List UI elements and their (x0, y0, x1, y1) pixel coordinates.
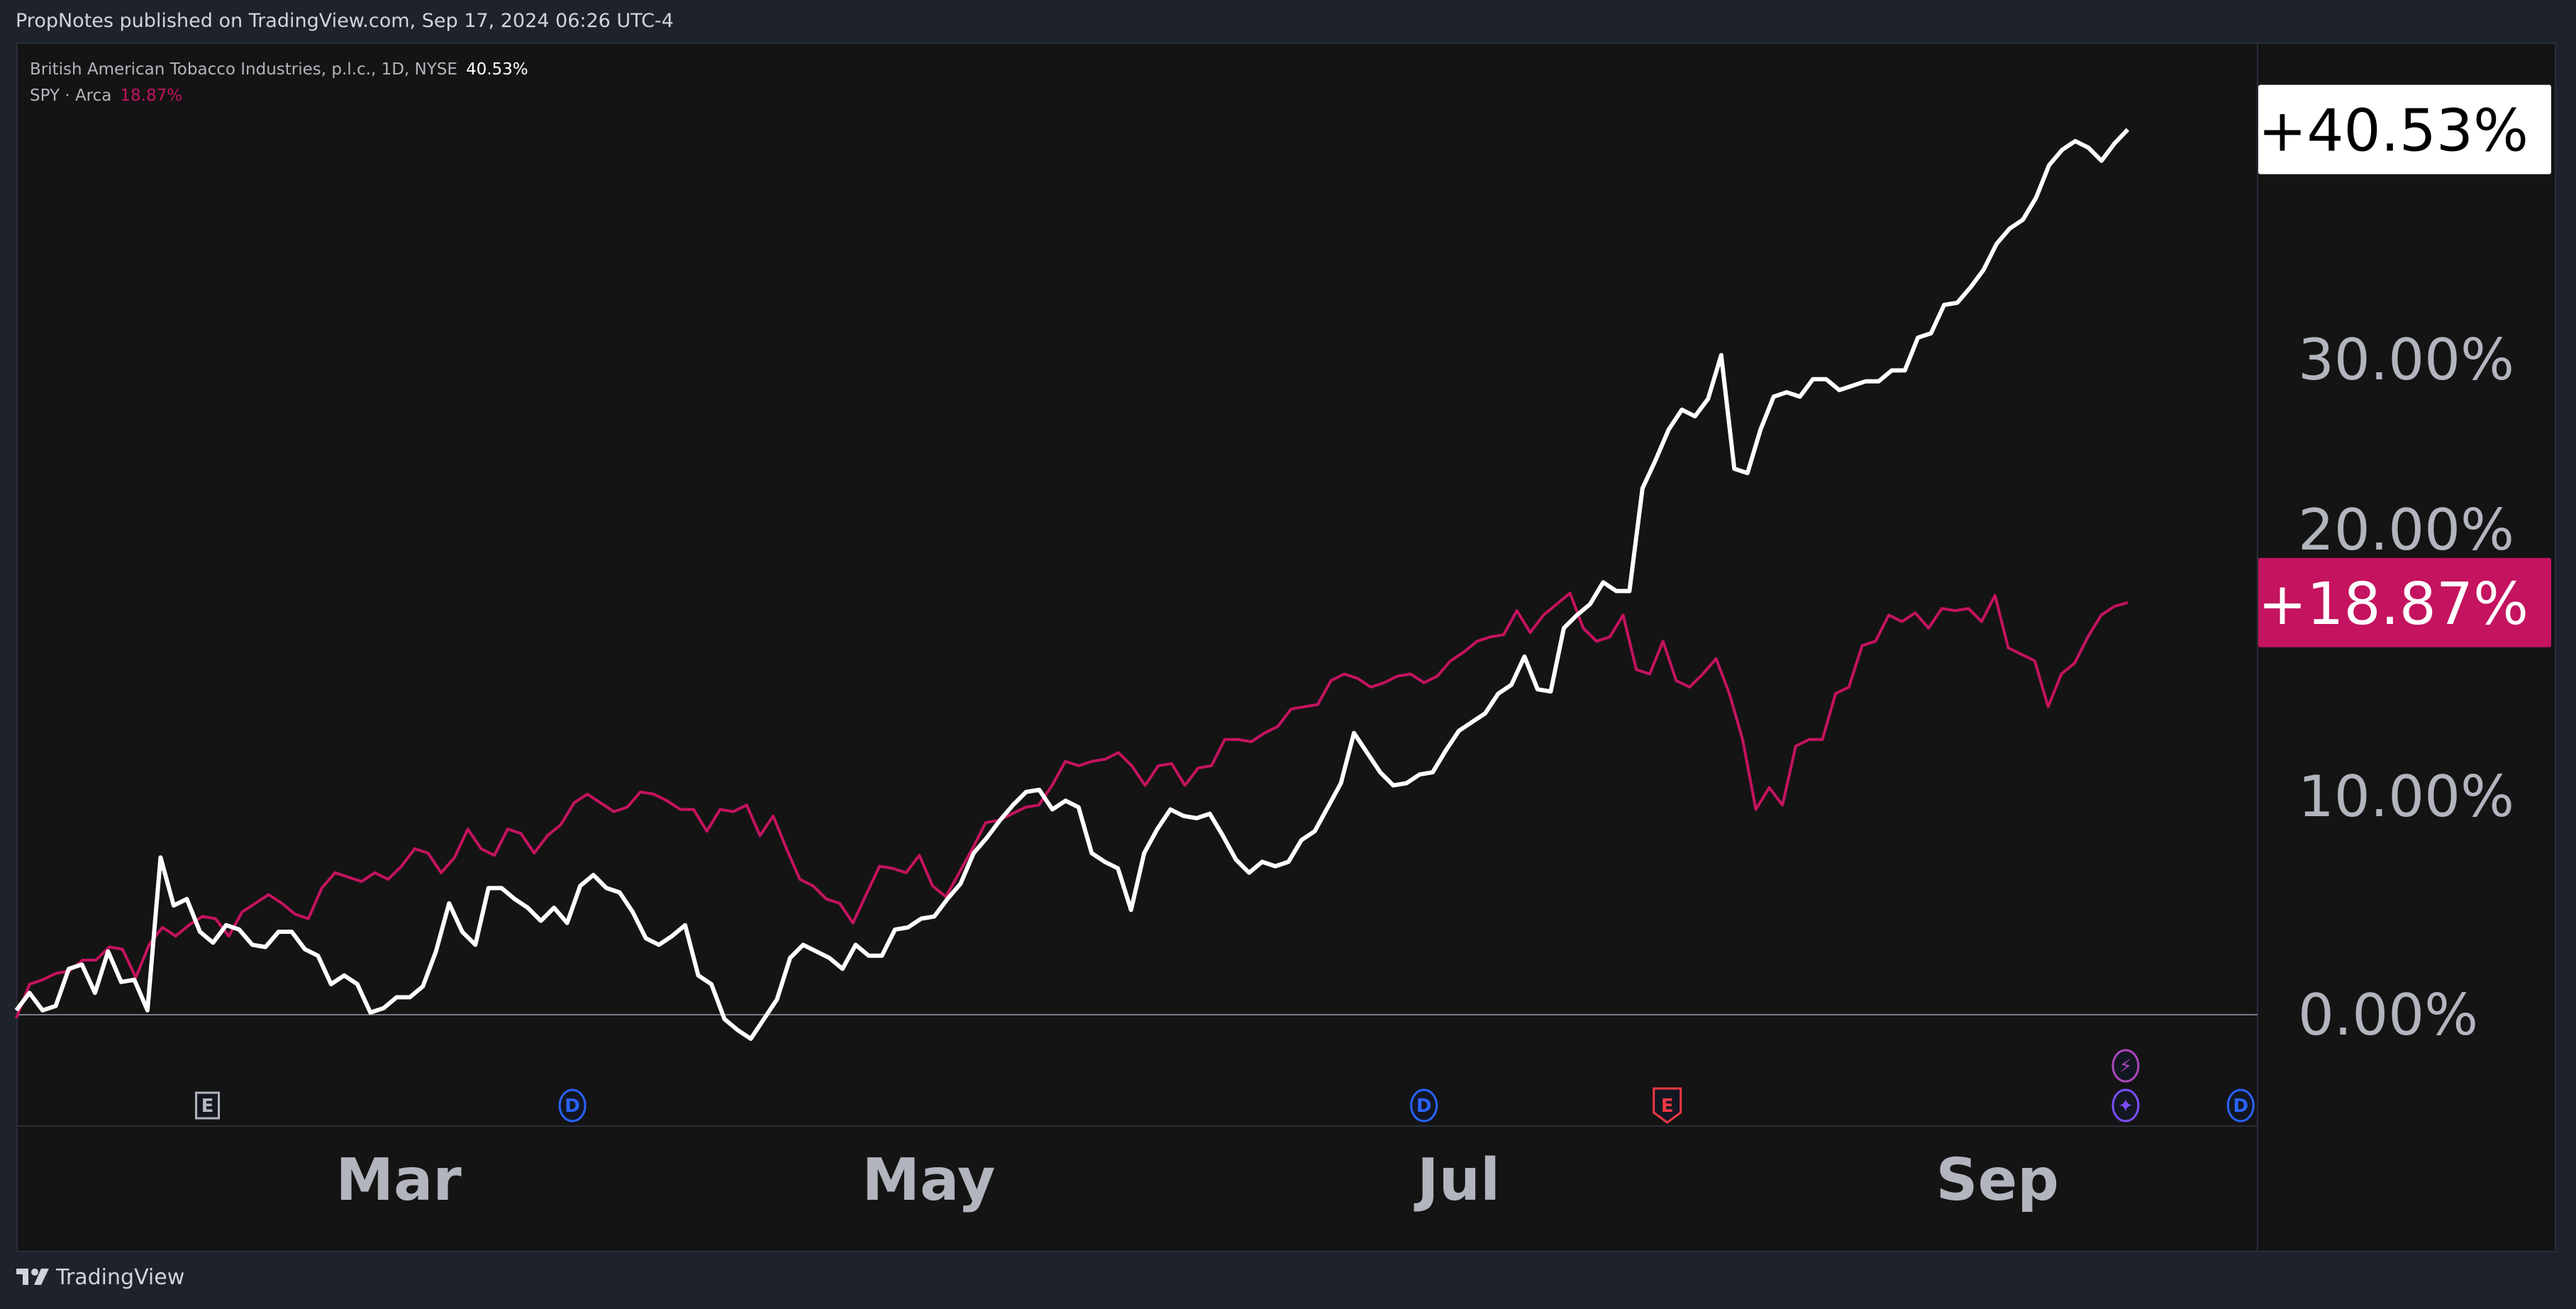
legend-label-spy: SPY · Arca (30, 87, 112, 105)
badge-text: +18.87% (2258, 571, 2528, 638)
ideas-icon-marker[interactable]: ✦ (2111, 1088, 2140, 1123)
last-value-badge-spy: +18.87% (2258, 557, 2551, 647)
legend-row-spy[interactable]: SPY · Arca 18.87% (30, 83, 528, 109)
earnings-marker[interactable]: E (1653, 1087, 1682, 1124)
legend-label-bti: British American Tobacco Industries, p.l… (30, 60, 457, 79)
badge-background (2258, 84, 2551, 174)
chart-legend: British American Tobacco Industries, p.l… (30, 57, 528, 109)
legend-value-spy: 18.87% (120, 87, 183, 105)
dividend-icon (2226, 1088, 2255, 1123)
dividend-marker[interactable]: D (2226, 1088, 2255, 1123)
y-tick-label: 30.00% (2298, 327, 2514, 393)
marker-label: E (1661, 1096, 1674, 1117)
y-tick-label: 0.00% (2298, 982, 2478, 1048)
x-tick-label: Sep (1936, 1147, 2059, 1214)
dividend-marker[interactable]: D (558, 1088, 587, 1123)
footer-brand[interactable]: TradingView (16, 1265, 184, 1290)
x-tick-label: Jul (1414, 1147, 1500, 1214)
series-line-spy (15, 591, 2128, 1019)
earnings-icon (1653, 1087, 1682, 1124)
marker-label: D (2233, 1096, 2248, 1117)
badge-background (2258, 557, 2551, 647)
marker-label: D (565, 1096, 580, 1117)
tradingview-logo-icon (16, 1268, 49, 1285)
marker-label: E (201, 1096, 214, 1117)
y-tick-label: 20.00% (2298, 497, 2514, 563)
ideas-icon-icon (2111, 1088, 2140, 1123)
legend-row-bti[interactable]: British American Tobacco Industries, p.l… (30, 57, 528, 83)
legend-value-bti: 40.53% (465, 60, 528, 79)
badge-text: +40.53% (2258, 98, 2528, 165)
chart-pane[interactable] (16, 43, 2556, 1252)
x-tick-label: May (862, 1147, 995, 1214)
marker-label: ✦ (2118, 1096, 2133, 1117)
earnings-marker[interactable]: E (195, 1091, 221, 1120)
series-line-bti (14, 128, 2130, 1041)
published-header: PropNotes published on TradingView.com, … (16, 10, 674, 32)
split-icon-icon (2111, 1049, 2140, 1083)
split-icon-marker[interactable]: ⚡ (2111, 1049, 2140, 1083)
dividend-icon (558, 1088, 587, 1123)
marker-label: ⚡ (2119, 1056, 2132, 1077)
dividend-marker[interactable]: D (1410, 1088, 1438, 1123)
footer-brand-name: TradingView (56, 1265, 185, 1290)
marker-label: D (1416, 1096, 1432, 1117)
last-value-badge-bti: +40.53% (2258, 84, 2551, 174)
x-tick-label: Mar (335, 1147, 462, 1214)
earnings-icon (195, 1091, 221, 1120)
dividend-icon (1410, 1088, 1438, 1123)
y-tick-label: 10.00% (2298, 764, 2514, 830)
